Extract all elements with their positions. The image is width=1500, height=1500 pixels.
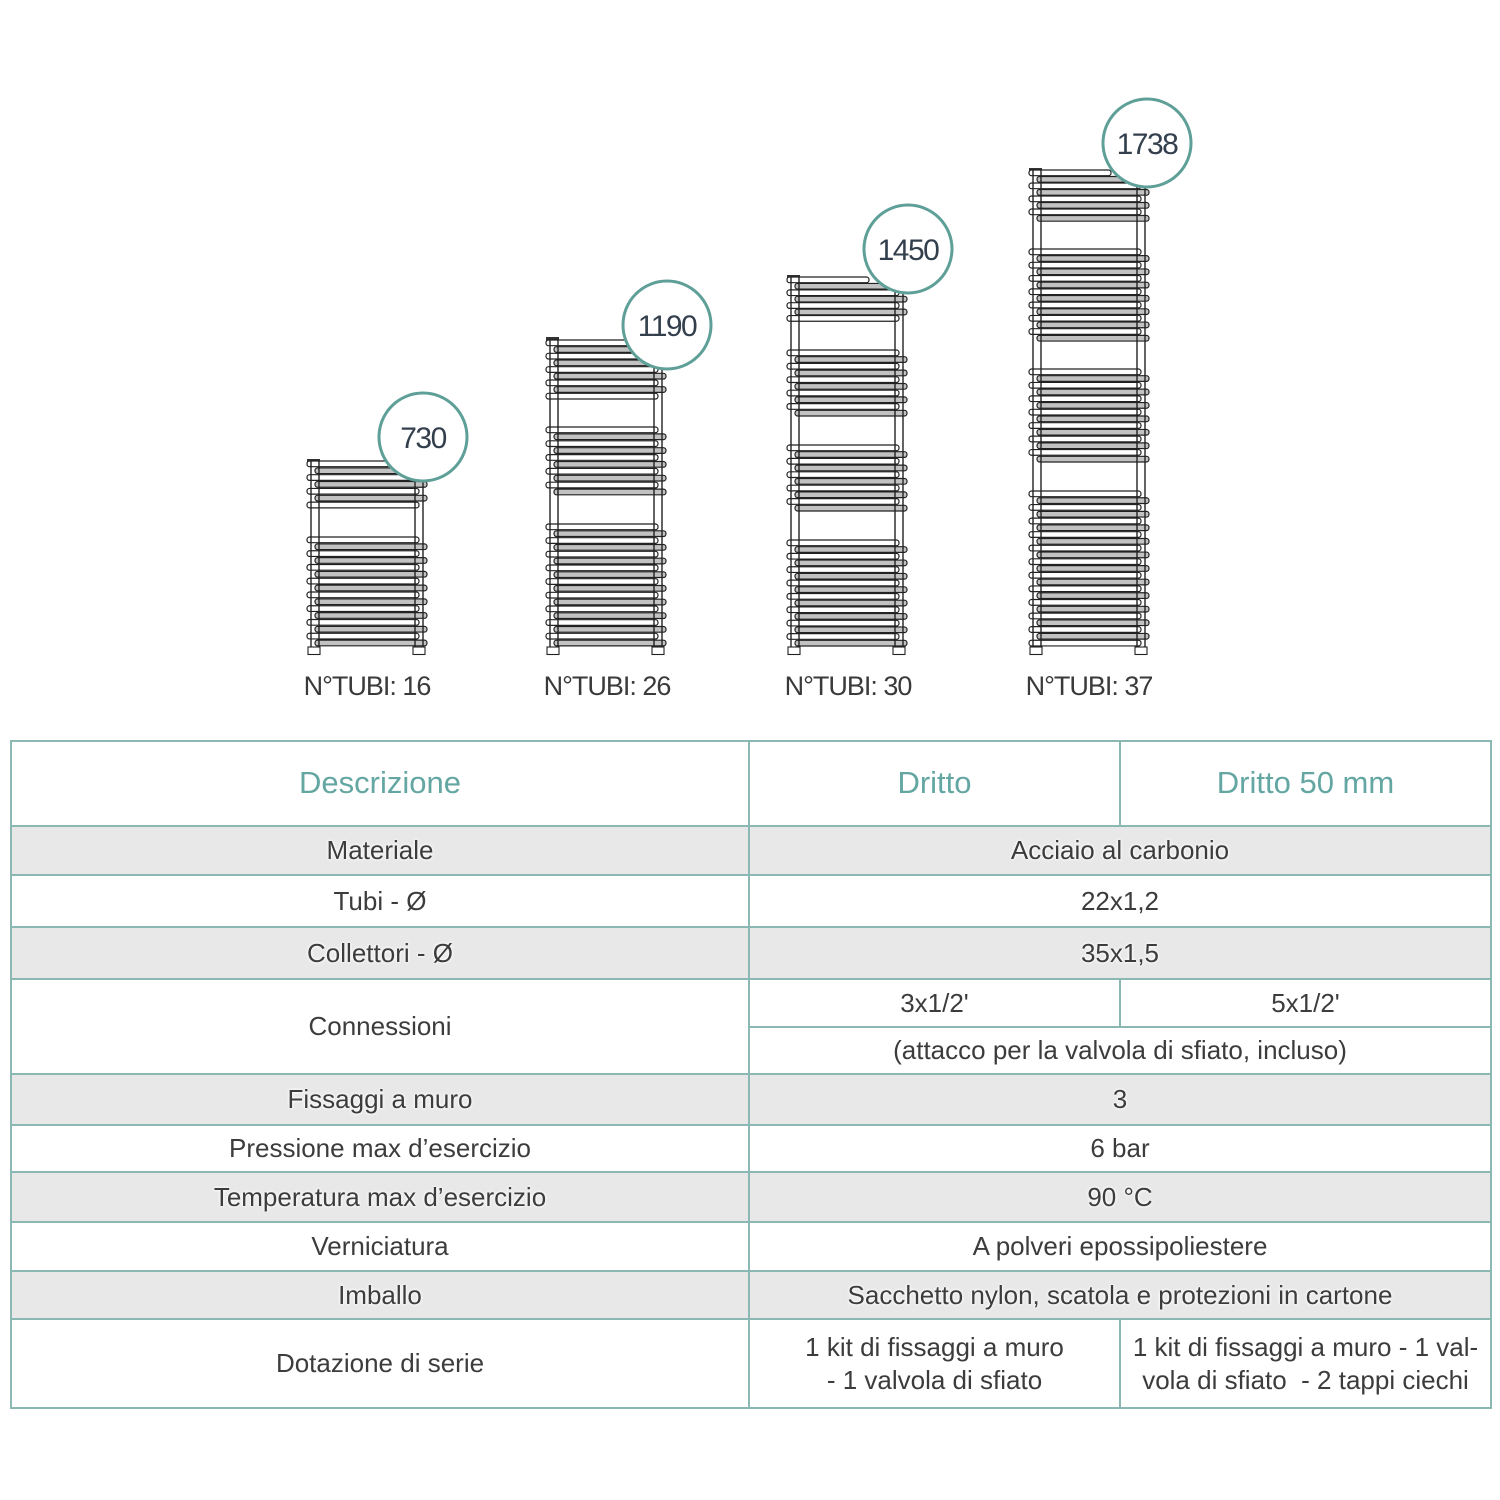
svg-text:1190: 1190 bbox=[638, 310, 697, 343]
svg-text:N°TUBI: 26: N°TUBI: 26 bbox=[544, 671, 671, 701]
svg-text:N°TUBI: 16: N°TUBI: 16 bbox=[304, 671, 431, 701]
svg-text:N°TUBI: 30: N°TUBI: 30 bbox=[785, 671, 912, 701]
svg-text:730: 730 bbox=[400, 422, 446, 455]
svg-text:1450: 1450 bbox=[878, 234, 940, 267]
svg-text:1738: 1738 bbox=[1117, 128, 1179, 161]
svg-text:N°TUBI: 37: N°TUBI: 37 bbox=[1026, 671, 1153, 701]
